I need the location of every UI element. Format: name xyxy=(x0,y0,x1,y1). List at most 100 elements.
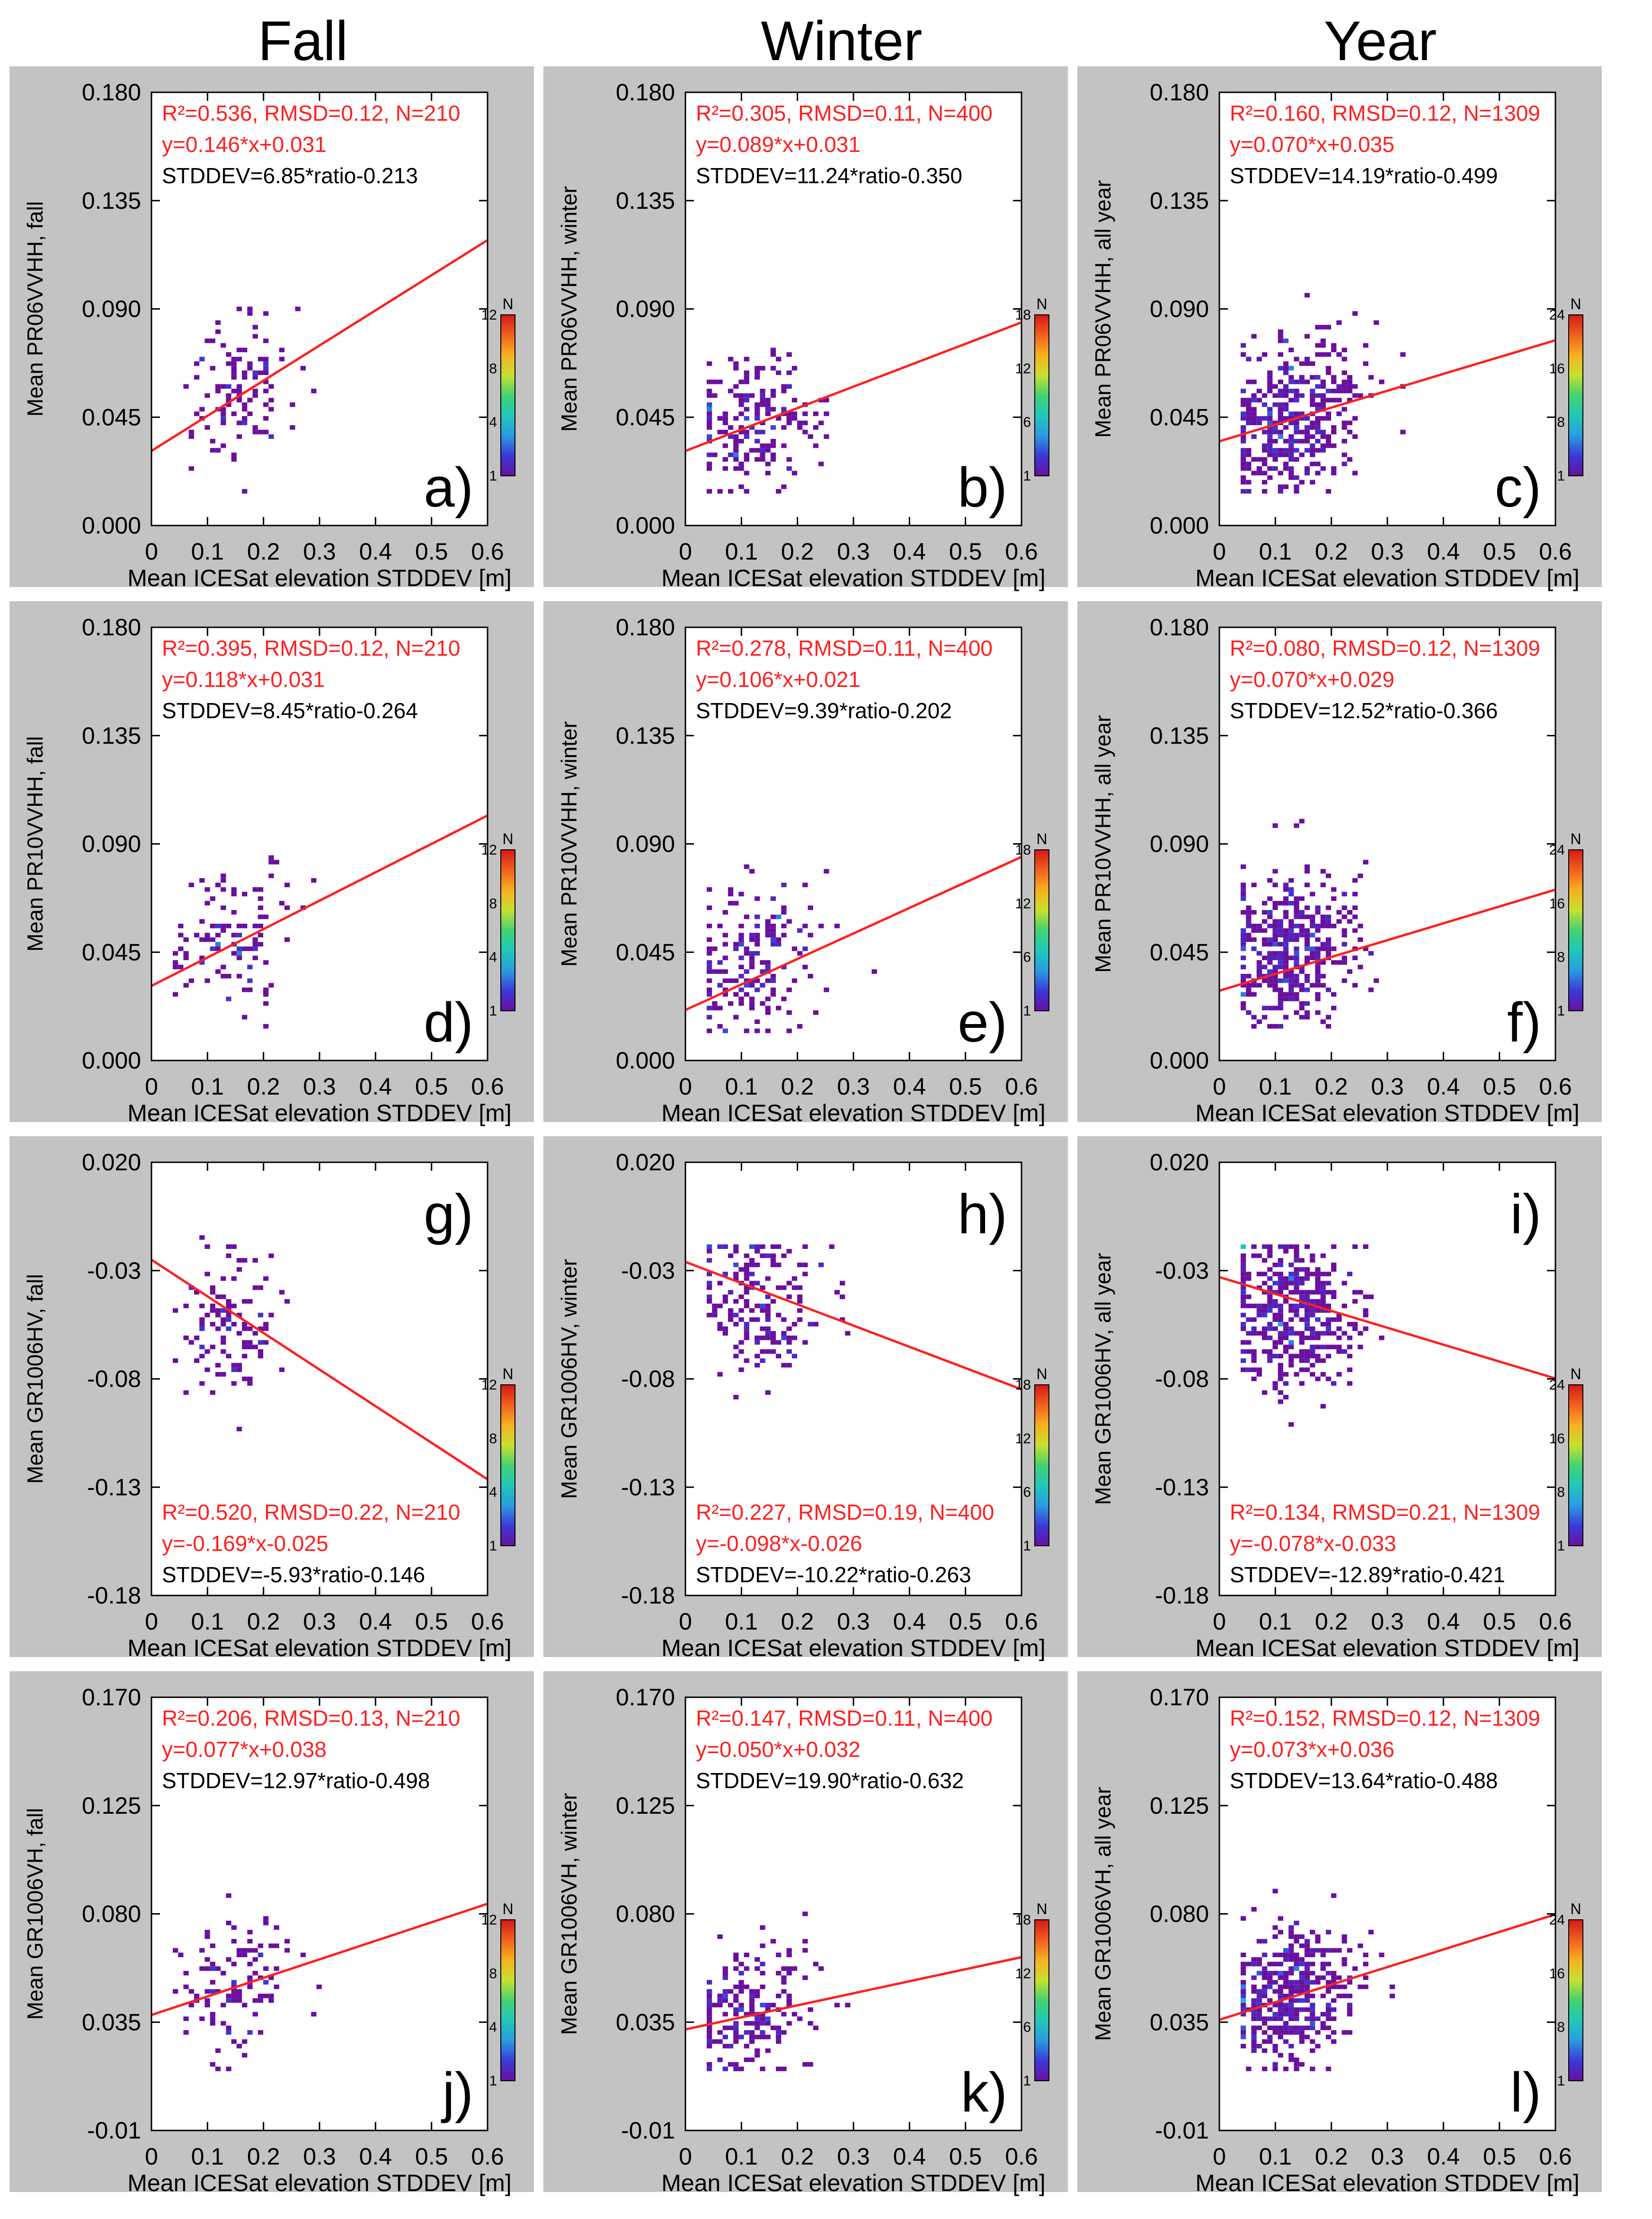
heatmap-cell xyxy=(1288,389,1294,393)
x-tick-label: 0 xyxy=(679,2143,692,2170)
heatmap-cell xyxy=(1315,429,1321,435)
heatmap-cell xyxy=(258,2030,264,2035)
heatmap-cell xyxy=(755,439,760,444)
heatmap-cell xyxy=(755,987,760,992)
heatmap-cell xyxy=(1379,1952,1385,1957)
colorbar-tick-label: 8 xyxy=(1557,2020,1565,2035)
heatmap-cell xyxy=(1310,2048,1315,2053)
heatmap-cell xyxy=(1315,1331,1321,1336)
heatmap-cell xyxy=(1267,434,1273,439)
heatmap-cell xyxy=(1272,1989,1278,1994)
heatmap-cell xyxy=(1261,942,1268,947)
heatmap-cell xyxy=(1278,2012,1283,2017)
x-tick-label: 0.6 xyxy=(1539,538,1572,565)
heatmap-cell xyxy=(1304,1308,1310,1313)
heatmap-cell xyxy=(733,2021,739,2026)
heatmap-cell xyxy=(744,370,749,375)
heatmap-cell xyxy=(755,1363,760,1368)
chart-panel-l: 0 0.1 0.2 0.3 0.4 0.5 0.6-0.010.0350.0800.1250… xyxy=(1077,1671,1602,2196)
heatmap-cell xyxy=(236,356,242,362)
heatmap-cell xyxy=(188,1989,194,1994)
panel-letter: g) xyxy=(424,1183,473,1246)
heatmap-cell xyxy=(1315,375,1321,380)
heatmap-cell xyxy=(802,1340,808,1345)
heatmap-cell xyxy=(1240,1961,1246,1967)
heatmap-cell xyxy=(1294,937,1299,942)
heatmap-cell xyxy=(738,1308,744,1313)
heatmap-cell xyxy=(1315,1345,1321,1349)
heatmap-cell xyxy=(738,964,744,970)
heatmap-cell xyxy=(1310,361,1315,366)
heatmap-cell xyxy=(1320,1285,1326,1290)
heatmap-cell xyxy=(1283,1381,1289,1386)
heatmap-cell xyxy=(749,2039,755,2044)
heatmap-cell xyxy=(1267,969,1273,974)
heatmap-cell xyxy=(1315,1290,1321,1295)
heatmap-cell xyxy=(1325,489,1332,494)
heatmap-cell xyxy=(226,2030,231,2035)
heatmap-cell xyxy=(1267,1970,1273,1976)
heatmap-cell xyxy=(1352,1322,1358,1327)
x-tick-label: 0.2 xyxy=(1315,1073,1348,1100)
heatmap-cell xyxy=(172,964,178,970)
heatmap-cell xyxy=(749,1989,755,1994)
heatmap-cell xyxy=(733,1299,739,1304)
heatmap-cell xyxy=(1288,466,1294,471)
x-tick-label: 0.4 xyxy=(359,2143,392,2170)
heatmap-cell xyxy=(1267,1998,1273,2003)
heatmap-cell xyxy=(1336,384,1342,389)
y-axis-label: Mean PR10VVHH, winter xyxy=(557,721,581,967)
heatmap-cell xyxy=(1304,2007,1310,2012)
heatmap-cell xyxy=(765,2003,771,2007)
heatmap-cell xyxy=(236,434,242,439)
heatmap-cell xyxy=(1347,1322,1353,1327)
heatmap-cell xyxy=(1267,452,1273,457)
heatmap-cell xyxy=(1256,1957,1262,1962)
heatmap-cell xyxy=(1278,1331,1283,1336)
heatmap-cell xyxy=(1315,960,1321,965)
heatmap-cell xyxy=(1256,389,1262,393)
heatmap-cell xyxy=(770,992,776,997)
heatmap-cell xyxy=(1272,1290,1278,1295)
heatmap-cell xyxy=(749,1994,755,1998)
regression-line xyxy=(684,856,1022,1011)
heatmap-cell xyxy=(749,393,755,398)
x-tick-label: 0.3 xyxy=(837,1073,870,1100)
heatmap-cell xyxy=(311,878,317,883)
stats-stddev-equation: STDDEV=12.97*ratio-0.498 xyxy=(162,1768,430,1793)
heatmap-cell xyxy=(728,2044,734,2049)
heatmap-cell xyxy=(1288,2053,1294,2058)
heatmap-cell xyxy=(1251,1326,1257,1331)
colorbar-tick-label: 12 xyxy=(1015,1966,1031,1981)
heatmap-cell xyxy=(1294,974,1299,979)
heatmap-cell xyxy=(1267,914,1273,919)
heatmap-cell xyxy=(183,1984,189,1989)
x-tick-label: 0.3 xyxy=(837,1608,870,1635)
heatmap-cell xyxy=(1310,1308,1315,1313)
heatmap-cell xyxy=(247,411,253,416)
heatmap-cell xyxy=(770,928,776,933)
heatmap-cell xyxy=(1320,1281,1326,1286)
heatmap-cell xyxy=(813,425,819,430)
heatmap-cell xyxy=(755,2053,760,2058)
heatmap-cell xyxy=(236,1367,242,1372)
heatmap-cell xyxy=(1283,1299,1289,1304)
heatmap-cell xyxy=(1272,429,1278,435)
heatmap-cell xyxy=(1315,448,1321,453)
heatmap-cell xyxy=(1400,352,1406,357)
heatmap-cell xyxy=(1347,375,1353,380)
heatmap-cell xyxy=(776,370,782,375)
heatmap-cell xyxy=(215,329,221,334)
heatmap-cell xyxy=(744,1322,749,1327)
heatmap-cell xyxy=(231,411,237,416)
heatmap-cell xyxy=(242,407,248,412)
heatmap-cell xyxy=(1288,1966,1294,1971)
y-tick-label: 0.000 xyxy=(616,1047,675,1074)
x-tick-label: 0.3 xyxy=(303,1608,336,1635)
heatmap-cell xyxy=(1261,1290,1268,1295)
heatmap-cell xyxy=(1267,951,1273,956)
heatmap-cell xyxy=(1267,2016,1273,2021)
heatmap-cell xyxy=(728,2003,734,2007)
heatmap-cell xyxy=(1283,370,1289,375)
heatmap-cell xyxy=(1325,1376,1332,1381)
